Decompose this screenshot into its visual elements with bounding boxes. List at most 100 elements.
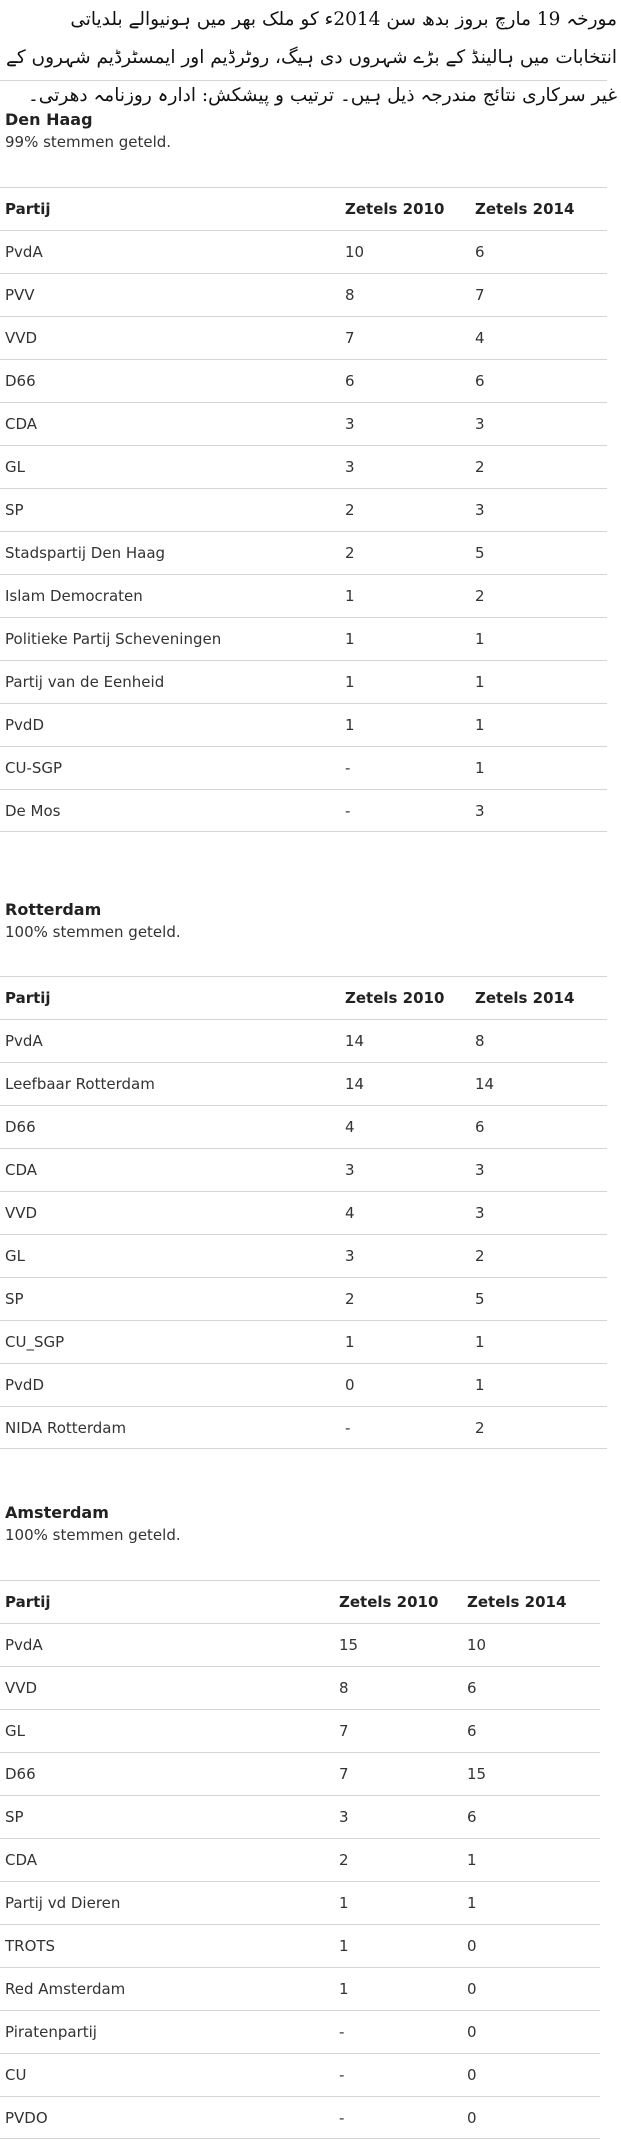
party-name: Islam Democraten: [5, 587, 143, 605]
seats-2010: -: [339, 2023, 345, 2041]
party-name: CDA: [5, 415, 38, 433]
header-zetels-2014: Zetels 2014: [475, 989, 575, 1007]
table-row: TROTS 1 0: [0, 1924, 600, 1967]
table-row: D66 6 6: [0, 359, 607, 402]
table-row: CU - 0: [0, 2053, 600, 2096]
seats-2014: 2: [475, 1419, 485, 1437]
table-row: PvdA 10 6: [0, 230, 607, 273]
seats-2010: 3: [345, 1161, 355, 1179]
party-name: Stadspartij Den Haag: [5, 544, 166, 562]
party-name: SP: [5, 1290, 24, 1308]
city-title: Rotterdam: [5, 900, 102, 919]
party-name: CU_SGP: [5, 1333, 65, 1351]
table-row: PvdA 14 8: [0, 1019, 607, 1062]
seats-2010: 7: [339, 1722, 349, 1740]
seats-2010: 1: [339, 1937, 349, 1955]
party-name: VVD: [5, 329, 38, 347]
party-name: CDA: [5, 1161, 38, 1179]
seats-2010: 3: [345, 458, 355, 476]
seats-2014: 3: [475, 1204, 485, 1222]
city-title: Den Haag: [5, 110, 93, 129]
intro-paragraph: مورخہ 19 مارچ بروز بدھ سن 2014ء کو ملک ب…: [6, 9, 617, 106]
header-partij: Partij: [5, 1593, 51, 1611]
seats-2010: 0: [345, 1376, 355, 1394]
table-row: Partij van de Eenheid 1 1: [0, 660, 607, 703]
party-name: D66: [5, 1765, 36, 1783]
seats-2014: 6: [467, 1808, 477, 1826]
seats-2014: 3: [475, 501, 485, 519]
seats-2010: 2: [345, 501, 355, 519]
table-row: SP 2 5: [0, 1277, 607, 1320]
seats-2014: 5: [475, 544, 485, 562]
party-name: De Mos: [5, 802, 61, 820]
table-row: VVD 8 6: [0, 1666, 600, 1709]
results-table-rotterdam: Partij Zetels 2010 Zetels 2014 PvdA 14 8 Leefb…: [0, 976, 607, 1449]
seats-2014: 8: [475, 1032, 485, 1050]
seats-2010: 4: [345, 1118, 355, 1136]
header-zetels-2014: Zetels 2014: [475, 200, 575, 218]
table-row: PVDO - 0: [0, 2096, 600, 2139]
party-name: NIDA Rotterdam: [5, 1419, 127, 1437]
section-amsterdam: Amsterdam 100% stemmen geteld.: [0, 1503, 600, 2123]
seats-2010: 3: [345, 415, 355, 433]
table-row: D66 7 15: [0, 1752, 600, 1795]
seats-2014: 3: [475, 1161, 485, 1179]
seats-2014: 1: [475, 630, 485, 648]
party-name: PvdA: [5, 1032, 43, 1050]
seats-2014: 4: [475, 329, 485, 347]
table-row: PvdA 15 10: [0, 1623, 600, 1666]
party-name: CU-SGP: [5, 759, 63, 777]
party-name: Piratenpartij: [5, 2023, 97, 2041]
table-row: Partij vd Dieren 1 1: [0, 1881, 600, 1924]
seats-2014: 1: [467, 1851, 477, 1869]
table-row: NIDA Rotterdam - 2: [0, 1406, 607, 1449]
intro-text-block: مورخہ 19 مارچ بروز بدھ سن 2014ء کو ملک ب…: [0, 0, 621, 106]
seats-2014: 0: [467, 2109, 477, 2127]
party-name: PVDO: [5, 2109, 48, 2127]
table-row: CDA 3 3: [0, 402, 607, 445]
seats-2010: 1: [345, 630, 355, 648]
party-name: VVD: [5, 1679, 38, 1697]
seats-2014: 1: [467, 1894, 477, 1912]
seats-2014: 1: [475, 759, 485, 777]
table-header-row: Partij Zetels 2010 Zetels 2014: [0, 187, 607, 230]
table-row: Politieke Partij Scheveningen 1 1: [0, 617, 607, 660]
table-row: Red Amsterdam 1 0: [0, 1967, 600, 2010]
seats-2010: 8: [339, 1679, 349, 1697]
table-header-row: Partij Zetels 2010 Zetels 2014: [0, 1580, 600, 1623]
seats-2014: 5: [475, 1290, 485, 1308]
header-zetels-2010: Zetels 2010: [345, 200, 445, 218]
top-divider: [0, 80, 607, 81]
party-name: Partij van de Eenheid: [5, 673, 165, 691]
seats-2010: 1: [339, 1980, 349, 1998]
seats-2014: 6: [475, 1118, 485, 1136]
seats-2014: 2: [475, 587, 485, 605]
table-row: Leefbaar Rotterdam 14 14: [0, 1062, 607, 1105]
seats-2014: 1: [475, 716, 485, 734]
seats-2010: 1: [345, 673, 355, 691]
party-name: TROTS: [5, 1937, 56, 1955]
seats-2014: 0: [467, 1937, 477, 1955]
seats-2014: 1: [475, 1376, 485, 1394]
party-name: PvdA: [5, 243, 43, 261]
seats-2014: 1: [475, 1333, 485, 1351]
table-row: PvdD 1 1: [0, 703, 607, 746]
seats-2010: 3: [339, 1808, 349, 1826]
seats-2014: 1: [475, 673, 485, 691]
table-row: GL 7 6: [0, 1709, 600, 1752]
header-zetels-2010: Zetels 2010: [339, 1593, 439, 1611]
table-row: Piratenpartij - 0: [0, 2010, 600, 2053]
party-name: PVV: [5, 286, 35, 304]
header-zetels-2010: Zetels 2010: [345, 989, 445, 1007]
party-name: GL: [5, 1722, 25, 1740]
table-row: CDA 2 1: [0, 1838, 600, 1881]
table-row: VVD 4 3: [0, 1191, 607, 1234]
table-row: PVV 8 7: [0, 273, 607, 316]
table-row: CU-SGP - 1: [0, 746, 607, 789]
results-table-amsterdam: Partij Zetels 2010 Zetels 2014 PvdA 15 10 VVD 8…: [0, 1580, 600, 2139]
table-row: SP 2 3: [0, 488, 607, 531]
section-den-haag: Den Haag 99% stemmen geteld.: [0, 110, 607, 840]
seats-2010: -: [345, 759, 351, 777]
seats-2014: 14: [475, 1075, 495, 1093]
seats-2010: 1: [339, 1894, 349, 1912]
